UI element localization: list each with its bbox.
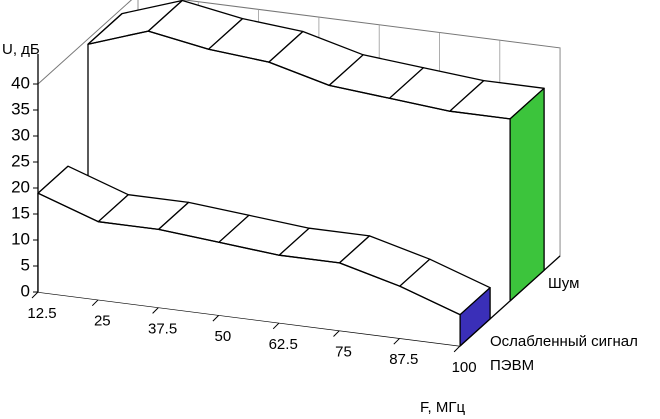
y-tick-label: 25	[11, 151, 30, 170]
y-tick-label: 0	[21, 281, 30, 300]
ribbon-edge	[37, 192, 461, 316]
x-tick	[453, 345, 461, 353]
x-axis-label: F, МГц	[420, 399, 465, 416]
x-tick-label: 62.5	[269, 336, 298, 353]
x-tick	[91, 299, 99, 307]
y-tick-label: 30	[11, 125, 30, 144]
legend-label: Ослабленный сигнал ПЭВМ	[490, 333, 638, 374]
legend-label: Шум	[548, 275, 579, 292]
x-tick	[152, 307, 159, 314]
x-tick-label: 87.5	[389, 351, 418, 368]
y-tick-label: 40	[11, 73, 30, 92]
x-tick-label: 37.5	[148, 320, 177, 337]
ribbon-front-face	[38, 193, 461, 346]
ribbon-edge	[87, 30, 511, 120]
x-tick-label: 25	[94, 313, 111, 330]
y-tick-label: 5	[21, 255, 30, 274]
y-tick-label: 35	[11, 99, 30, 118]
ribbon-end-face	[459, 287, 491, 347]
x-tick-label: 50	[215, 328, 232, 345]
x-tick	[393, 337, 401, 345]
ribbon-end-face	[509, 87, 545, 302]
ribbon-start-face	[37, 165, 69, 292]
x-tick-label: 75	[335, 343, 352, 360]
x-tick-label: 100	[452, 359, 477, 376]
y-axis-label: U, дБ	[2, 41, 40, 58]
x-tick-label: 12.5	[27, 305, 56, 322]
x-tick	[333, 330, 340, 337]
x-tick	[31, 291, 39, 299]
y-tick-label: 20	[11, 177, 30, 196]
x-tick	[212, 314, 220, 322]
x-tick	[272, 322, 280, 330]
y-tick-label: 10	[11, 229, 30, 248]
left-wall	[37, 0, 133, 85]
y-tick-label: 15	[11, 203, 30, 222]
